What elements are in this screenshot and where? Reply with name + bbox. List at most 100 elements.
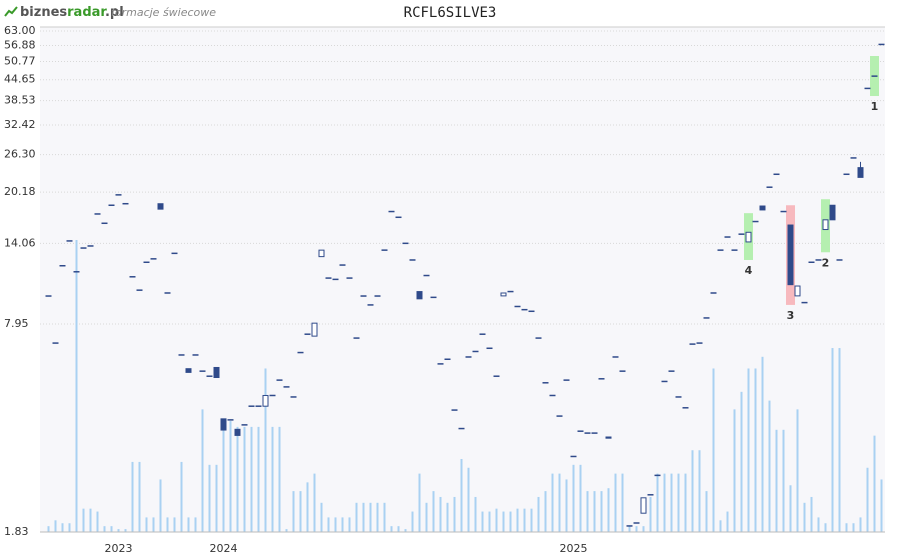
candle-body xyxy=(787,224,794,286)
volume-bar xyxy=(446,502,449,532)
volume-bar xyxy=(509,511,512,532)
volume-bar xyxy=(502,511,505,532)
volume-bar xyxy=(817,517,820,532)
volume-bar xyxy=(733,409,736,532)
volume-bar xyxy=(838,348,841,532)
volume-bar xyxy=(117,529,120,532)
volume-bar xyxy=(579,464,582,532)
volume-bar xyxy=(103,526,106,532)
volume-bar xyxy=(761,356,764,532)
candle-body xyxy=(157,203,164,210)
volume-bar xyxy=(397,526,400,532)
volume-bar xyxy=(747,368,750,532)
volume-bar xyxy=(558,473,561,532)
volume-bar xyxy=(327,517,330,532)
volume-bar xyxy=(719,520,722,532)
volume-bar xyxy=(663,473,666,532)
volume-bar xyxy=(208,464,211,532)
candle-body xyxy=(318,249,325,258)
volume-bar xyxy=(54,520,57,532)
volume-bar xyxy=(684,473,687,532)
volume-bar xyxy=(271,426,274,532)
volume-bar xyxy=(810,496,813,532)
candle-body xyxy=(829,204,836,221)
volume-bar xyxy=(341,517,344,532)
volume-bar xyxy=(726,511,729,532)
candle-body xyxy=(794,285,801,297)
candle-body xyxy=(640,497,647,514)
volume-bar xyxy=(320,502,323,532)
volume-bar xyxy=(495,508,498,532)
volume-bar xyxy=(68,523,71,532)
volume-bar xyxy=(565,479,568,532)
volume-bar xyxy=(425,502,428,532)
volume-bar xyxy=(376,502,379,532)
volume-bar xyxy=(768,400,771,532)
volume-bar xyxy=(649,496,652,532)
volume-bar xyxy=(96,511,99,532)
volume-bar xyxy=(47,526,50,532)
volume-bar xyxy=(572,464,575,532)
volume-bar xyxy=(243,426,246,532)
volume-bar xyxy=(145,517,148,532)
volume-bar xyxy=(859,517,862,532)
y-tick-label: 26.30 xyxy=(4,148,36,161)
volume-bar xyxy=(600,491,603,532)
candle-body xyxy=(262,394,269,407)
volume-bar xyxy=(299,491,302,532)
candle-body xyxy=(857,167,864,178)
volume-bar xyxy=(803,502,806,532)
volume-bar xyxy=(138,461,141,532)
volume-bar xyxy=(537,496,540,532)
volume-bar xyxy=(355,502,358,532)
candle-body xyxy=(185,368,192,373)
volume-bar xyxy=(250,426,253,532)
volume-bar xyxy=(796,409,799,532)
logo: biznesradar.pl xyxy=(20,5,124,20)
x-tick-label: 2023 xyxy=(105,542,133,555)
volume-bar xyxy=(782,429,785,532)
volume-bar xyxy=(544,491,547,532)
volume-bar xyxy=(677,473,680,532)
volume-bar xyxy=(82,508,85,532)
y-tick-label: 7.95 xyxy=(4,317,29,330)
candle-body xyxy=(822,219,829,231)
volume-bar xyxy=(236,426,239,532)
volume-bar xyxy=(404,529,407,532)
logo-part: radar xyxy=(67,5,107,20)
volume-bar xyxy=(642,526,645,532)
volume-bar xyxy=(460,459,463,532)
y-tick-label: 56.88 xyxy=(4,38,36,51)
volume-bar xyxy=(418,473,421,532)
volume-bar xyxy=(89,508,92,532)
candle-body xyxy=(745,231,752,243)
volume-bar xyxy=(740,391,743,532)
pattern-label: 4 xyxy=(745,264,753,277)
volume-bar xyxy=(880,479,883,532)
candle-body xyxy=(500,292,507,297)
volume-bar xyxy=(488,511,491,532)
candle-body xyxy=(213,366,220,379)
volume-bar xyxy=(194,517,197,532)
volume-bar xyxy=(530,508,533,532)
volume-bar xyxy=(187,517,190,532)
logo-icon xyxy=(4,6,18,17)
volume-bar xyxy=(229,421,232,532)
volume-bar xyxy=(852,523,855,532)
volume-bar xyxy=(621,473,624,532)
volume-bar xyxy=(873,435,876,532)
volume-bar xyxy=(159,479,162,532)
candle-body xyxy=(220,418,227,431)
volume-bar xyxy=(313,473,316,532)
volume-bar xyxy=(831,348,834,532)
volume-bar xyxy=(173,517,176,532)
volume-bar xyxy=(467,467,470,532)
volume-bar xyxy=(334,517,337,532)
volume-bar xyxy=(390,526,393,532)
volume-bar xyxy=(866,467,869,532)
volume-bar xyxy=(124,529,127,532)
volume-bar xyxy=(551,473,554,532)
volume-bar xyxy=(593,491,596,532)
volume-bar xyxy=(110,526,113,532)
